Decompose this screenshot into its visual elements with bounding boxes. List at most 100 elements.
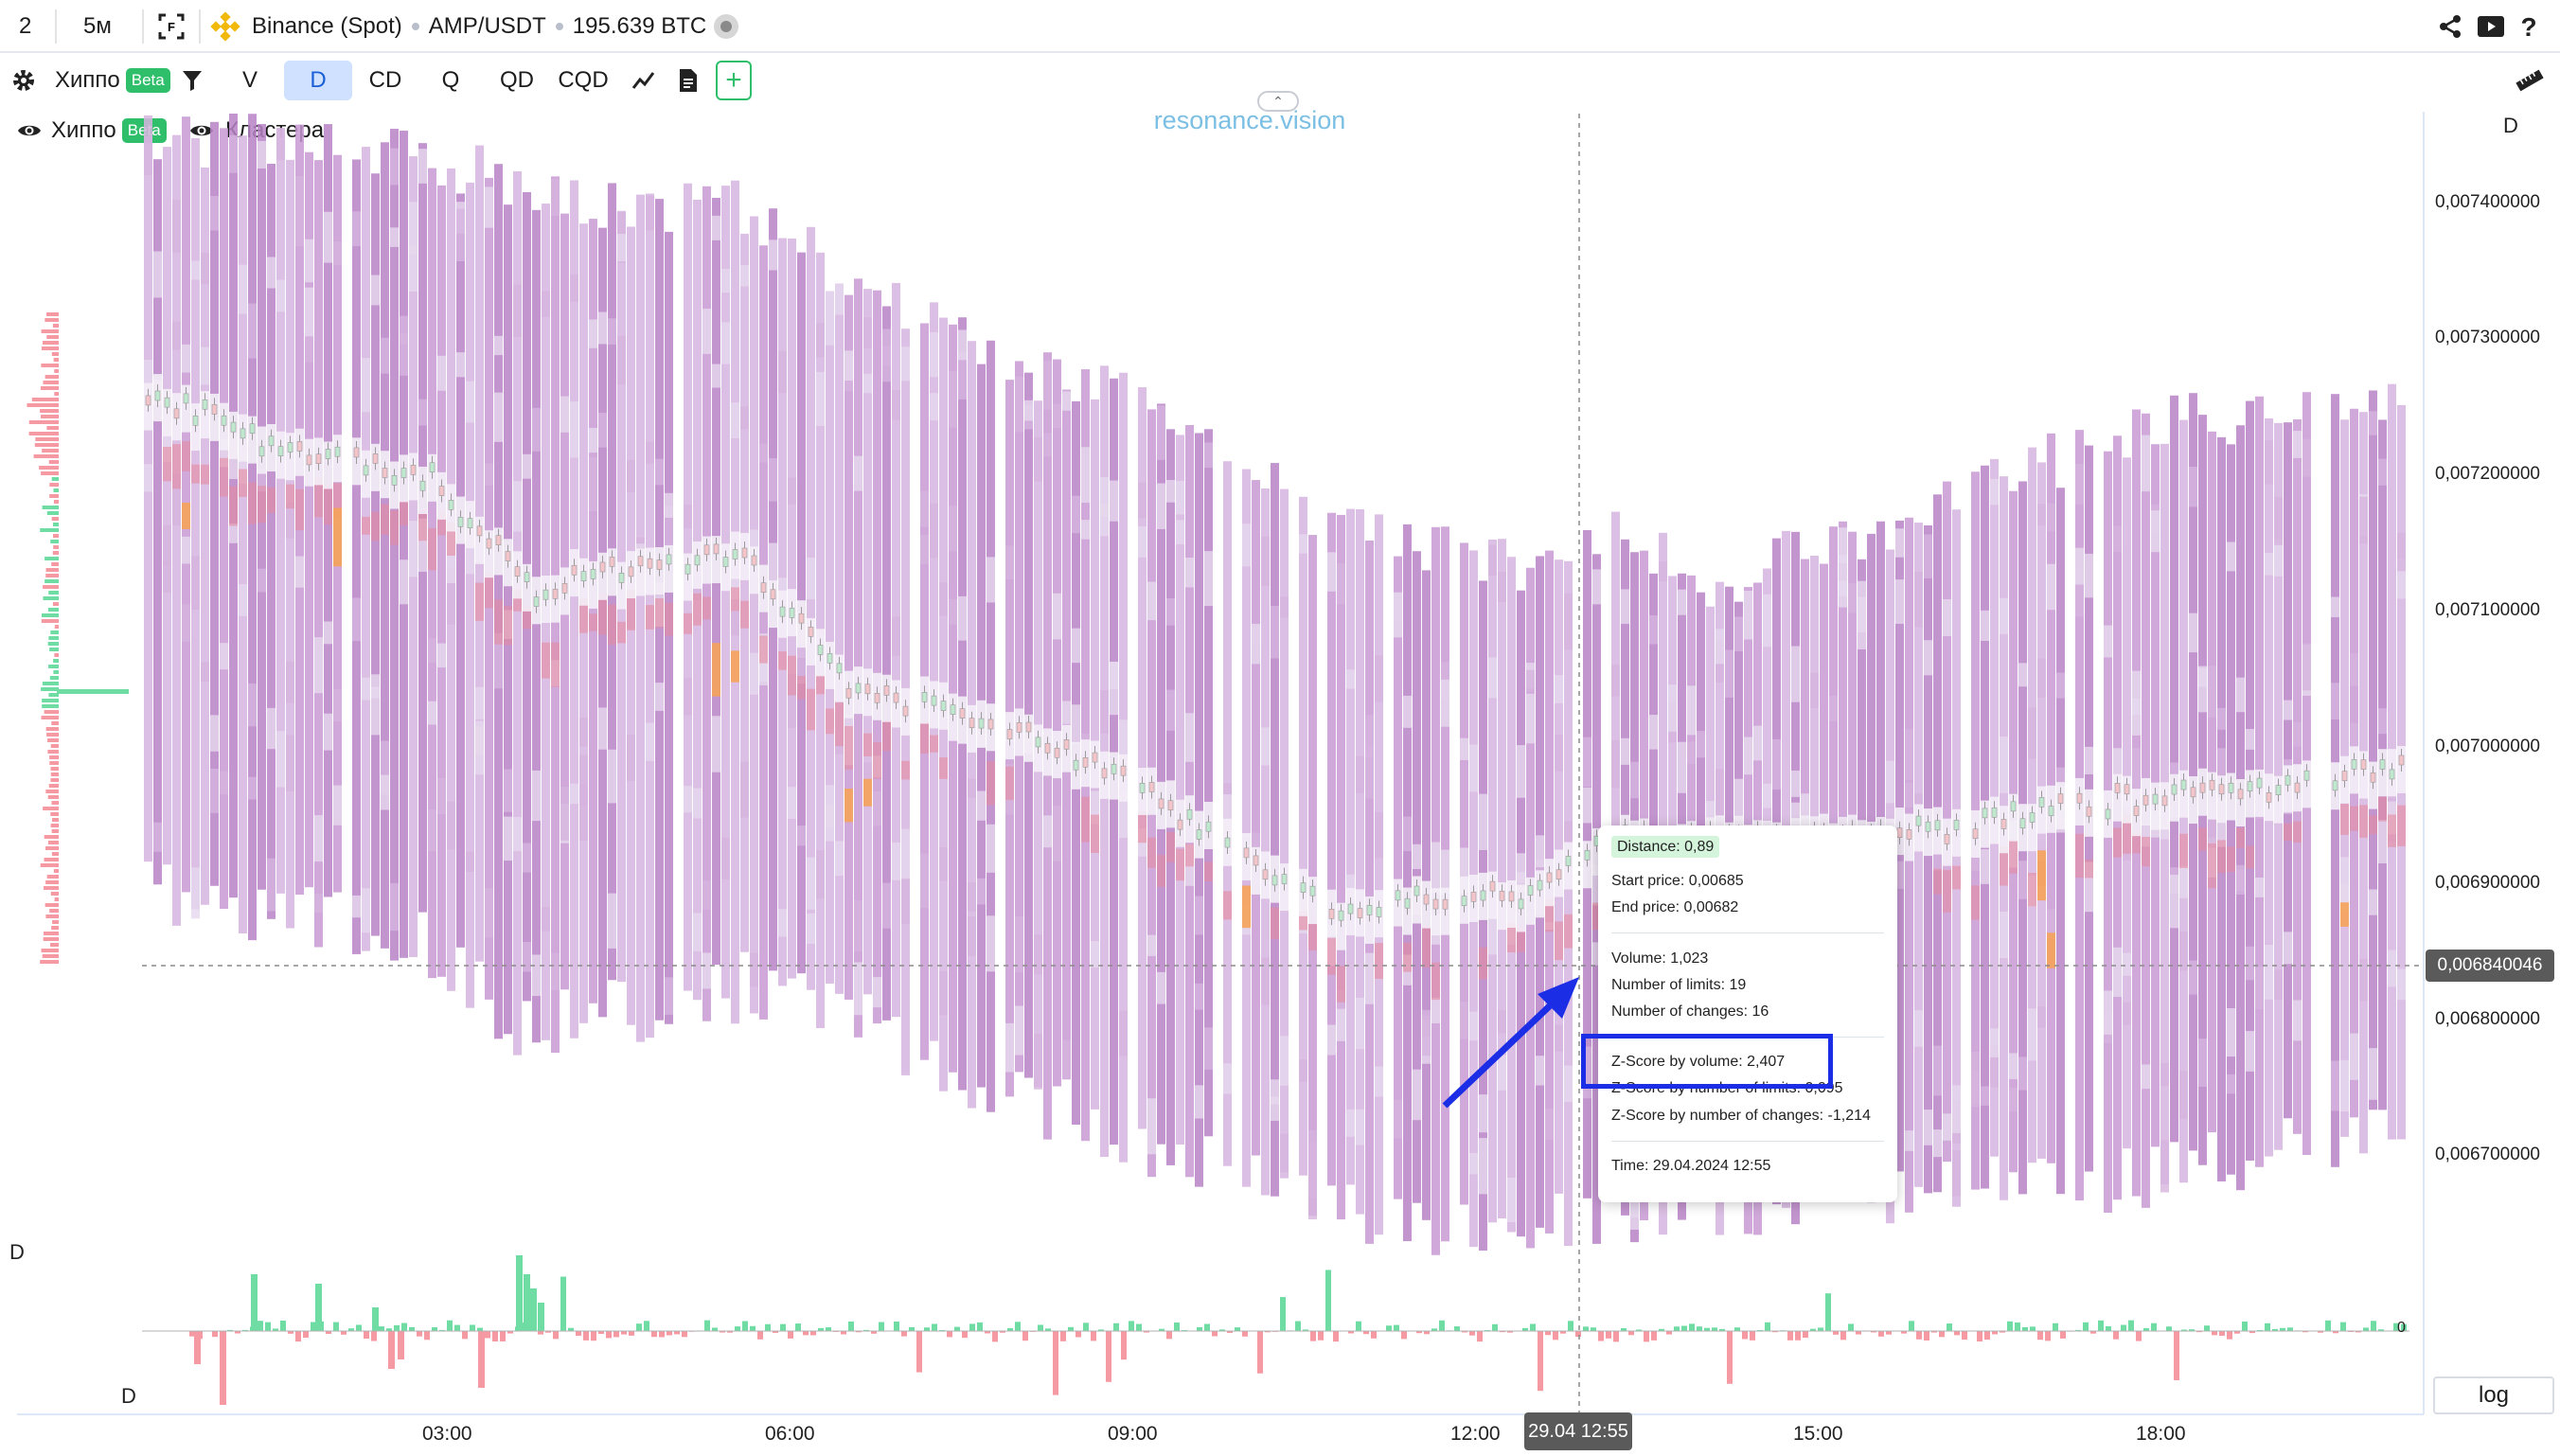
heatmap-band	[702, 952, 711, 989]
heatmap-band	[2132, 698, 2141, 736]
help-button[interactable]: ?	[2516, 0, 2541, 53]
heatmap-column	[239, 135, 247, 933]
heatmap-band	[2378, 819, 2387, 863]
candle-body	[221, 415, 227, 426]
candle-body	[1537, 879, 1543, 891]
histogram-bar	[194, 1331, 201, 1364]
candle-body	[2237, 789, 2244, 800]
profile-bar	[53, 358, 59, 362]
candle-body	[164, 397, 170, 408]
heatmap-band	[1157, 971, 1165, 1004]
candle-body	[713, 543, 720, 555]
heatmap-band	[286, 484, 294, 509]
heatmap-column	[759, 245, 768, 1020]
heatmap-column	[1053, 359, 1061, 1087]
heatmap-band	[172, 200, 181, 253]
heatmap-band	[2255, 877, 2264, 897]
heatmap-band	[693, 788, 702, 819]
candle-body	[552, 589, 559, 599]
histogram-bar	[1833, 1331, 1839, 1335]
heatmap-band	[513, 816, 522, 852]
mode-tab-qd[interactable]: QD	[492, 61, 542, 100]
heatmap-band	[2397, 968, 2406, 1001]
heatmap-band	[428, 638, 436, 663]
histogram-bar	[333, 1322, 339, 1331]
histogram-bar	[1992, 1331, 1998, 1335]
heatmap-band	[2227, 846, 2235, 872]
heatmap-band	[163, 412, 171, 463]
video-button[interactable]	[2477, 0, 2505, 53]
candle-body	[2360, 759, 2367, 770]
heatmap-column	[589, 219, 597, 1003]
heatmap-band	[2142, 1064, 2150, 1090]
candle-body	[2105, 808, 2111, 820]
screenshot-button[interactable]: F	[157, 0, 186, 53]
heatmap-column	[400, 131, 408, 958]
candle-body	[2180, 779, 2187, 790]
heatmap-band	[750, 652, 758, 695]
symbol-selector[interactable]: Binance (Spot) AMP/USDT 195.639 BTC	[210, 0, 739, 53]
histogram-bar	[1644, 1331, 1649, 1342]
heatmap-band	[759, 443, 768, 463]
heatmap-band	[2113, 748, 2122, 790]
heatmap-band	[2142, 836, 2150, 867]
candle-body	[2228, 782, 2234, 793]
mode-label: Q	[441, 67, 460, 93]
log-scale-button[interactable]: log	[2433, 1376, 2554, 1414]
mode-tab-q[interactable]: Q	[430, 61, 471, 100]
heatmap-band	[1592, 902, 1601, 931]
histogram-bar	[1121, 1331, 1127, 1360]
ruler-button[interactable]	[2511, 61, 2549, 100]
heatmap-band	[863, 373, 872, 394]
document-button[interactable]	[674, 61, 702, 100]
mode-tab-cd[interactable]: CD	[362, 61, 409, 100]
heatmap-band	[1943, 869, 1951, 913]
heatmap-band	[248, 303, 257, 359]
heatmap-band	[2132, 831, 2141, 854]
heatmap-band	[1668, 684, 1677, 732]
heatmap-band	[1185, 557, 1194, 588]
collapse-toolbar-button[interactable]: ⌃	[1257, 91, 1299, 112]
candle-body	[192, 415, 199, 426]
heatmap-band	[2198, 666, 2207, 713]
histogram-bar	[516, 1255, 523, 1331]
histogram-bar	[636, 1323, 642, 1331]
mode-tab-cqd[interactable]: CQD	[557, 61, 610, 100]
candle-body	[533, 596, 540, 607]
heatmap-band	[1555, 675, 1563, 703]
heatmap-band	[769, 240, 777, 271]
indicator-hippo[interactable]: Хиппо Beta	[55, 61, 176, 100]
share-button[interactable]	[2437, 0, 2463, 53]
histogram-bar	[1219, 1329, 1225, 1331]
heatmap-band	[2265, 944, 2273, 1000]
separator-dot	[411, 23, 419, 30]
settings-button[interactable]	[8, 61, 40, 100]
histogram-bar	[651, 1331, 657, 1338]
layout-count-button[interactable]: 2	[19, 0, 31, 53]
heatmap-band	[1431, 962, 1440, 1001]
add-indicator-button[interactable]: +	[716, 61, 752, 100]
heatmap-chart[interactable]	[0, 104, 2560, 1456]
filter-button[interactable]	[178, 61, 206, 100]
histogram-bar	[704, 1320, 710, 1331]
candle-body	[2351, 759, 2357, 770]
histogram-bar	[1931, 1331, 1937, 1333]
tooltip-start-price: Start price: 0,00685	[1611, 873, 1744, 889]
heatmap-column	[1308, 535, 1317, 1216]
mode-tab-v[interactable]: V	[229, 61, 271, 100]
candle-body	[599, 561, 606, 573]
heatmap-band	[1716, 629, 1724, 665]
heatmap-band	[2018, 1056, 2027, 1091]
interval-button[interactable]: 5м	[83, 0, 112, 53]
candle-body	[1972, 828, 1979, 840]
profile-bar	[41, 329, 59, 333]
heatmap-band	[248, 683, 257, 727]
histogram-bar	[1954, 1331, 1960, 1336]
heatmap-band	[1498, 1010, 1506, 1034]
mode-tab-d[interactable]: D	[284, 61, 352, 100]
chart-type-button[interactable]	[629, 61, 659, 100]
heatmap-band	[712, 215, 720, 240]
profile-bar	[43, 596, 59, 600]
candle-body	[1120, 765, 1127, 776]
heatmap-band	[1394, 1099, 1402, 1139]
